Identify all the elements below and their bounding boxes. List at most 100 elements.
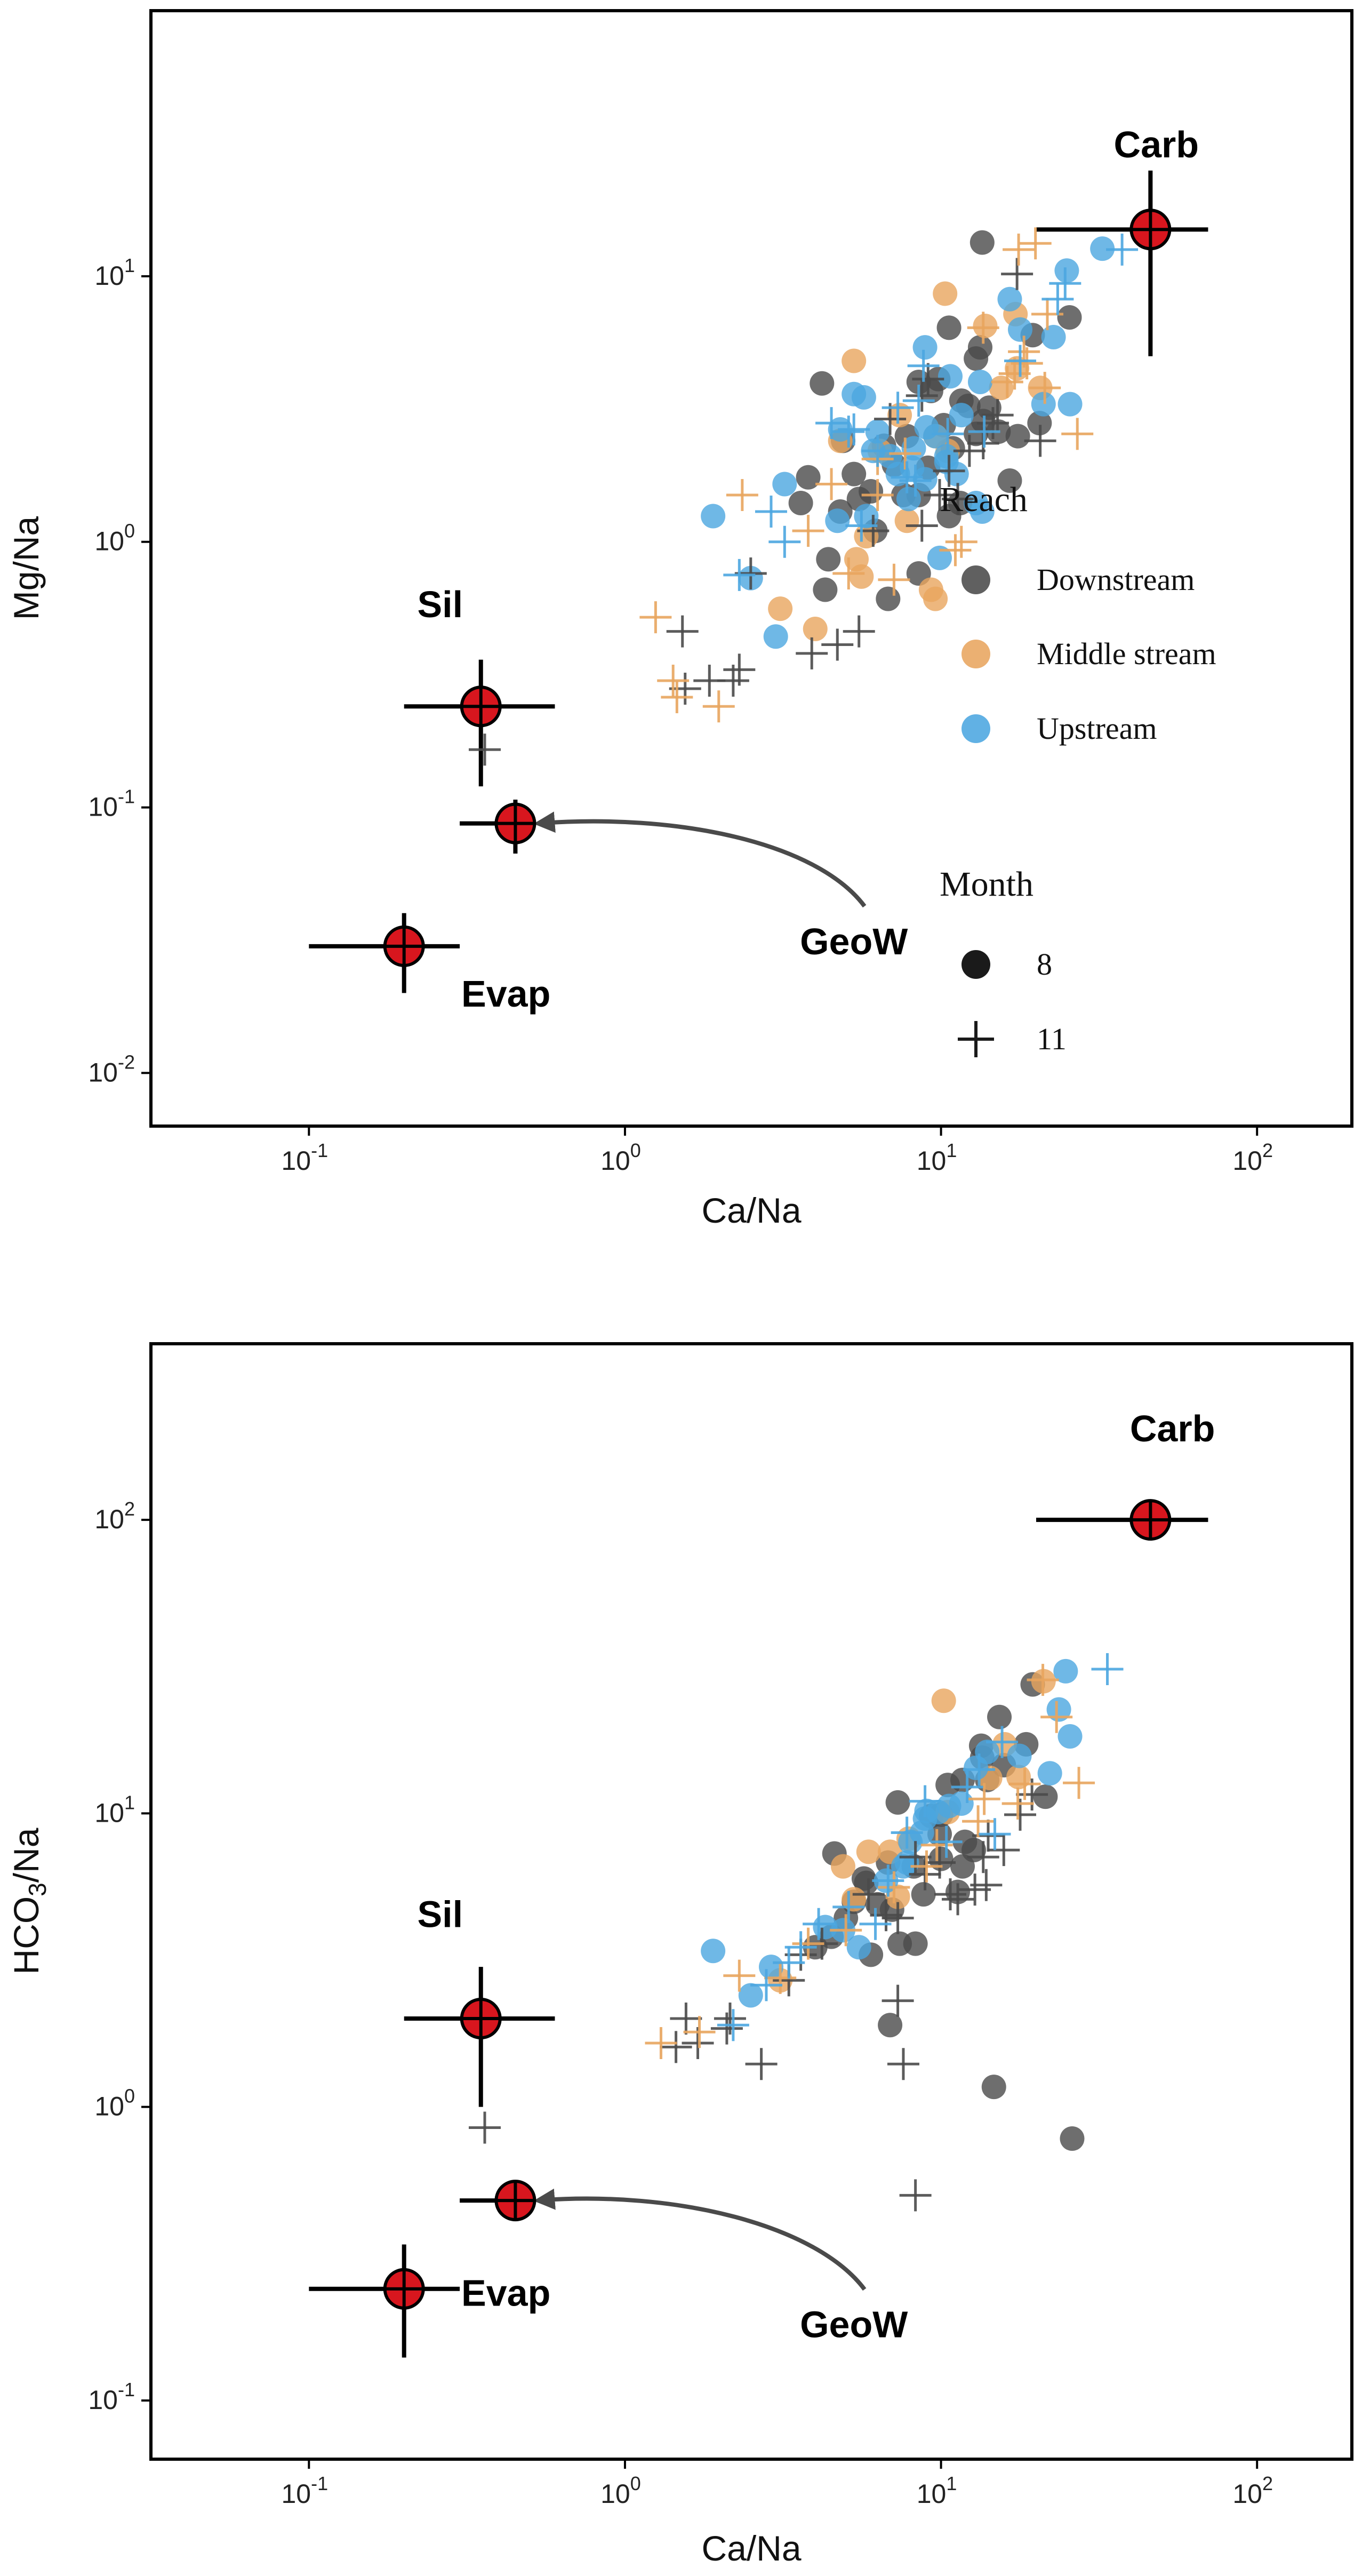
top-point-middle-stream-month11 bbox=[1061, 418, 1094, 450]
bottom-x-tick-exp: 1 bbox=[946, 2473, 957, 2494]
top-y-tick-base: 10 bbox=[94, 527, 124, 556]
top-point-upstream-month11 bbox=[845, 509, 878, 542]
top-point-downstream-month11 bbox=[666, 615, 699, 648]
bottom-point-middle-stream-month11 bbox=[723, 1959, 756, 1992]
bottom-point-upstream-month8 bbox=[1046, 1697, 1071, 1722]
bottom-point-upstream-month11 bbox=[986, 1726, 1019, 1758]
bottom-y-tick-exp: 2 bbox=[124, 1498, 135, 1520]
bottom-x-tick-base: 10 bbox=[281, 2479, 311, 2509]
bottom-point-downstream-month11 bbox=[988, 1834, 1020, 1867]
top-point-middle-stream-month8 bbox=[973, 313, 998, 338]
top-x-tick-base: 10 bbox=[600, 1146, 630, 1176]
top-point-downstream-month11 bbox=[468, 733, 501, 766]
bottom-point-downstream-month8 bbox=[1033, 1784, 1058, 1809]
top-y-tick-base: 10 bbox=[88, 1057, 118, 1087]
top-point-downstream-month8 bbox=[810, 371, 835, 396]
legend-month-title: Month bbox=[940, 865, 1033, 904]
bottom-point-upstream-month8 bbox=[846, 1935, 871, 1960]
bottom-carb-marker bbox=[1129, 1499, 1172, 1541]
top-point-upstream-month11 bbox=[1049, 267, 1081, 300]
top-point-downstream-month8 bbox=[813, 577, 838, 602]
legend: Reach Downstream Middle stream Upstream … bbox=[940, 480, 1216, 1057]
top-point-downstream-month8 bbox=[1027, 411, 1052, 436]
bottom-point-upstream-month11 bbox=[803, 1908, 835, 1940]
bottom-point-middle-stream-month11 bbox=[968, 1783, 1000, 1815]
top-x-tick-label: 102 bbox=[1232, 1139, 1273, 1176]
top-point-middle-stream-month11 bbox=[991, 365, 1023, 398]
bottom-point-upstream-month11 bbox=[1091, 1653, 1124, 1686]
legend-marker-downstream bbox=[962, 565, 990, 594]
top-point-upstream-month11 bbox=[832, 416, 865, 448]
bottom-point-downstream-month11 bbox=[660, 2031, 692, 2063]
bottom-point-middle-stream-month11 bbox=[1063, 1767, 1095, 1799]
bottom-sil-marker bbox=[460, 1998, 502, 2040]
bottom-point-upstream-month11 bbox=[891, 1816, 923, 1849]
top-point-downstream-month11 bbox=[843, 615, 875, 648]
top-point-upstream-month11 bbox=[861, 435, 894, 467]
top-point-middle-stream-month11 bbox=[1019, 227, 1052, 260]
top-point-downstream-month8 bbox=[997, 468, 1022, 493]
legend-label-upstream: Upstream bbox=[1037, 711, 1157, 746]
bottom-point-upstream-month8 bbox=[949, 1791, 974, 1816]
bottom-point-downstream-month8 bbox=[903, 1931, 928, 1956]
top-point-upstream-month8 bbox=[1090, 236, 1115, 261]
bottom-point-middle-stream-month11 bbox=[683, 2016, 716, 2048]
bottom-y-title-subscript: 3 bbox=[23, 1883, 51, 1896]
legend-reach-title: Reach bbox=[940, 480, 1028, 519]
bottom-point-middle-stream-month11 bbox=[1002, 1788, 1034, 1820]
bottom-x-tick-exp: -1 bbox=[311, 2473, 328, 2494]
bottom-geow-marker bbox=[494, 2180, 536, 2222]
top-point-middle-stream-month11 bbox=[1008, 336, 1040, 368]
bottom-point-middle-stream-month11 bbox=[645, 2027, 677, 2060]
bottom-point-upstream-month11 bbox=[750, 1969, 782, 2001]
bottom-point-upstream-month11 bbox=[963, 1753, 996, 1786]
top-x-tick-label: 100 bbox=[600, 1139, 641, 1176]
bottom-point-downstream-month11 bbox=[909, 1858, 941, 1891]
bottom-point-upstream-month11 bbox=[859, 1908, 892, 1940]
bottom-point-downstream-month8 bbox=[935, 1773, 960, 1798]
bottom-point-middle-stream-month11 bbox=[1008, 1768, 1041, 1800]
top-point-downstream-month11 bbox=[942, 483, 974, 515]
top-point-middle-stream-month11 bbox=[889, 437, 922, 470]
top-label-sil: Sil bbox=[417, 584, 463, 625]
bottom-y-title-tail: /Na bbox=[6, 1828, 46, 1883]
top-point-upstream-month8 bbox=[896, 487, 921, 512]
bottom-point-middle-stream-month11 bbox=[878, 1871, 910, 1903]
top-point-upstream-month11 bbox=[902, 385, 935, 417]
top-point-downstream-month8 bbox=[936, 315, 962, 340]
bottom-point-downstream-month11 bbox=[967, 1841, 999, 1873]
top-y-tick-label: 100 bbox=[94, 520, 135, 556]
legend-marker-middle-stream bbox=[962, 640, 990, 668]
bottom-point-middle-stream-month8 bbox=[830, 1854, 855, 1879]
top-endmember-markers bbox=[383, 209, 1172, 967]
top-point-upstream-month8 bbox=[701, 504, 726, 529]
bottom-point-upstream-month11 bbox=[717, 2009, 749, 2041]
bottom-point-middle-stream-month11 bbox=[1027, 1664, 1059, 1696]
top-point-upstream-month11 bbox=[899, 464, 932, 497]
top-point-upstream-month11 bbox=[1041, 283, 1074, 315]
top-point-downstream-month11 bbox=[906, 509, 938, 542]
bottom-x-tick-exp: 2 bbox=[1262, 2473, 1273, 2494]
bottom-point-middle-stream-month8 bbox=[856, 1839, 881, 1864]
top-point-upstream-month11 bbox=[755, 495, 787, 528]
top-y-tick-exp: -2 bbox=[118, 1051, 135, 1073]
top-point-middle-stream-month11 bbox=[657, 665, 690, 697]
top-point-upstream-month8 bbox=[964, 490, 989, 515]
bottom-point-downstream-month11 bbox=[934, 1878, 966, 1911]
legend-label-downstream: Downstream bbox=[1037, 562, 1195, 597]
bottom-y-tick-exp: -1 bbox=[118, 2379, 135, 2400]
bottom-point-middle-stream-month11 bbox=[792, 1927, 824, 1960]
top-point-middle-stream-month11 bbox=[1003, 233, 1035, 266]
bottom-point-downstream-month11 bbox=[970, 1869, 1003, 1901]
top-point-downstream-month11 bbox=[1001, 258, 1033, 290]
top-label-carb: Carb bbox=[1114, 124, 1199, 165]
top-point-middle-stream-month11 bbox=[1029, 372, 1061, 404]
top-point-upstream-month8 bbox=[851, 385, 876, 410]
top-point-upstream-month11 bbox=[768, 525, 801, 558]
top-point-upstream-month8 bbox=[938, 364, 963, 389]
legend-label-middle-stream: Middle stream bbox=[1037, 636, 1216, 671]
top-point-upstream-month8 bbox=[1007, 317, 1032, 342]
bottom-y-tick-label: 100 bbox=[94, 2085, 135, 2122]
